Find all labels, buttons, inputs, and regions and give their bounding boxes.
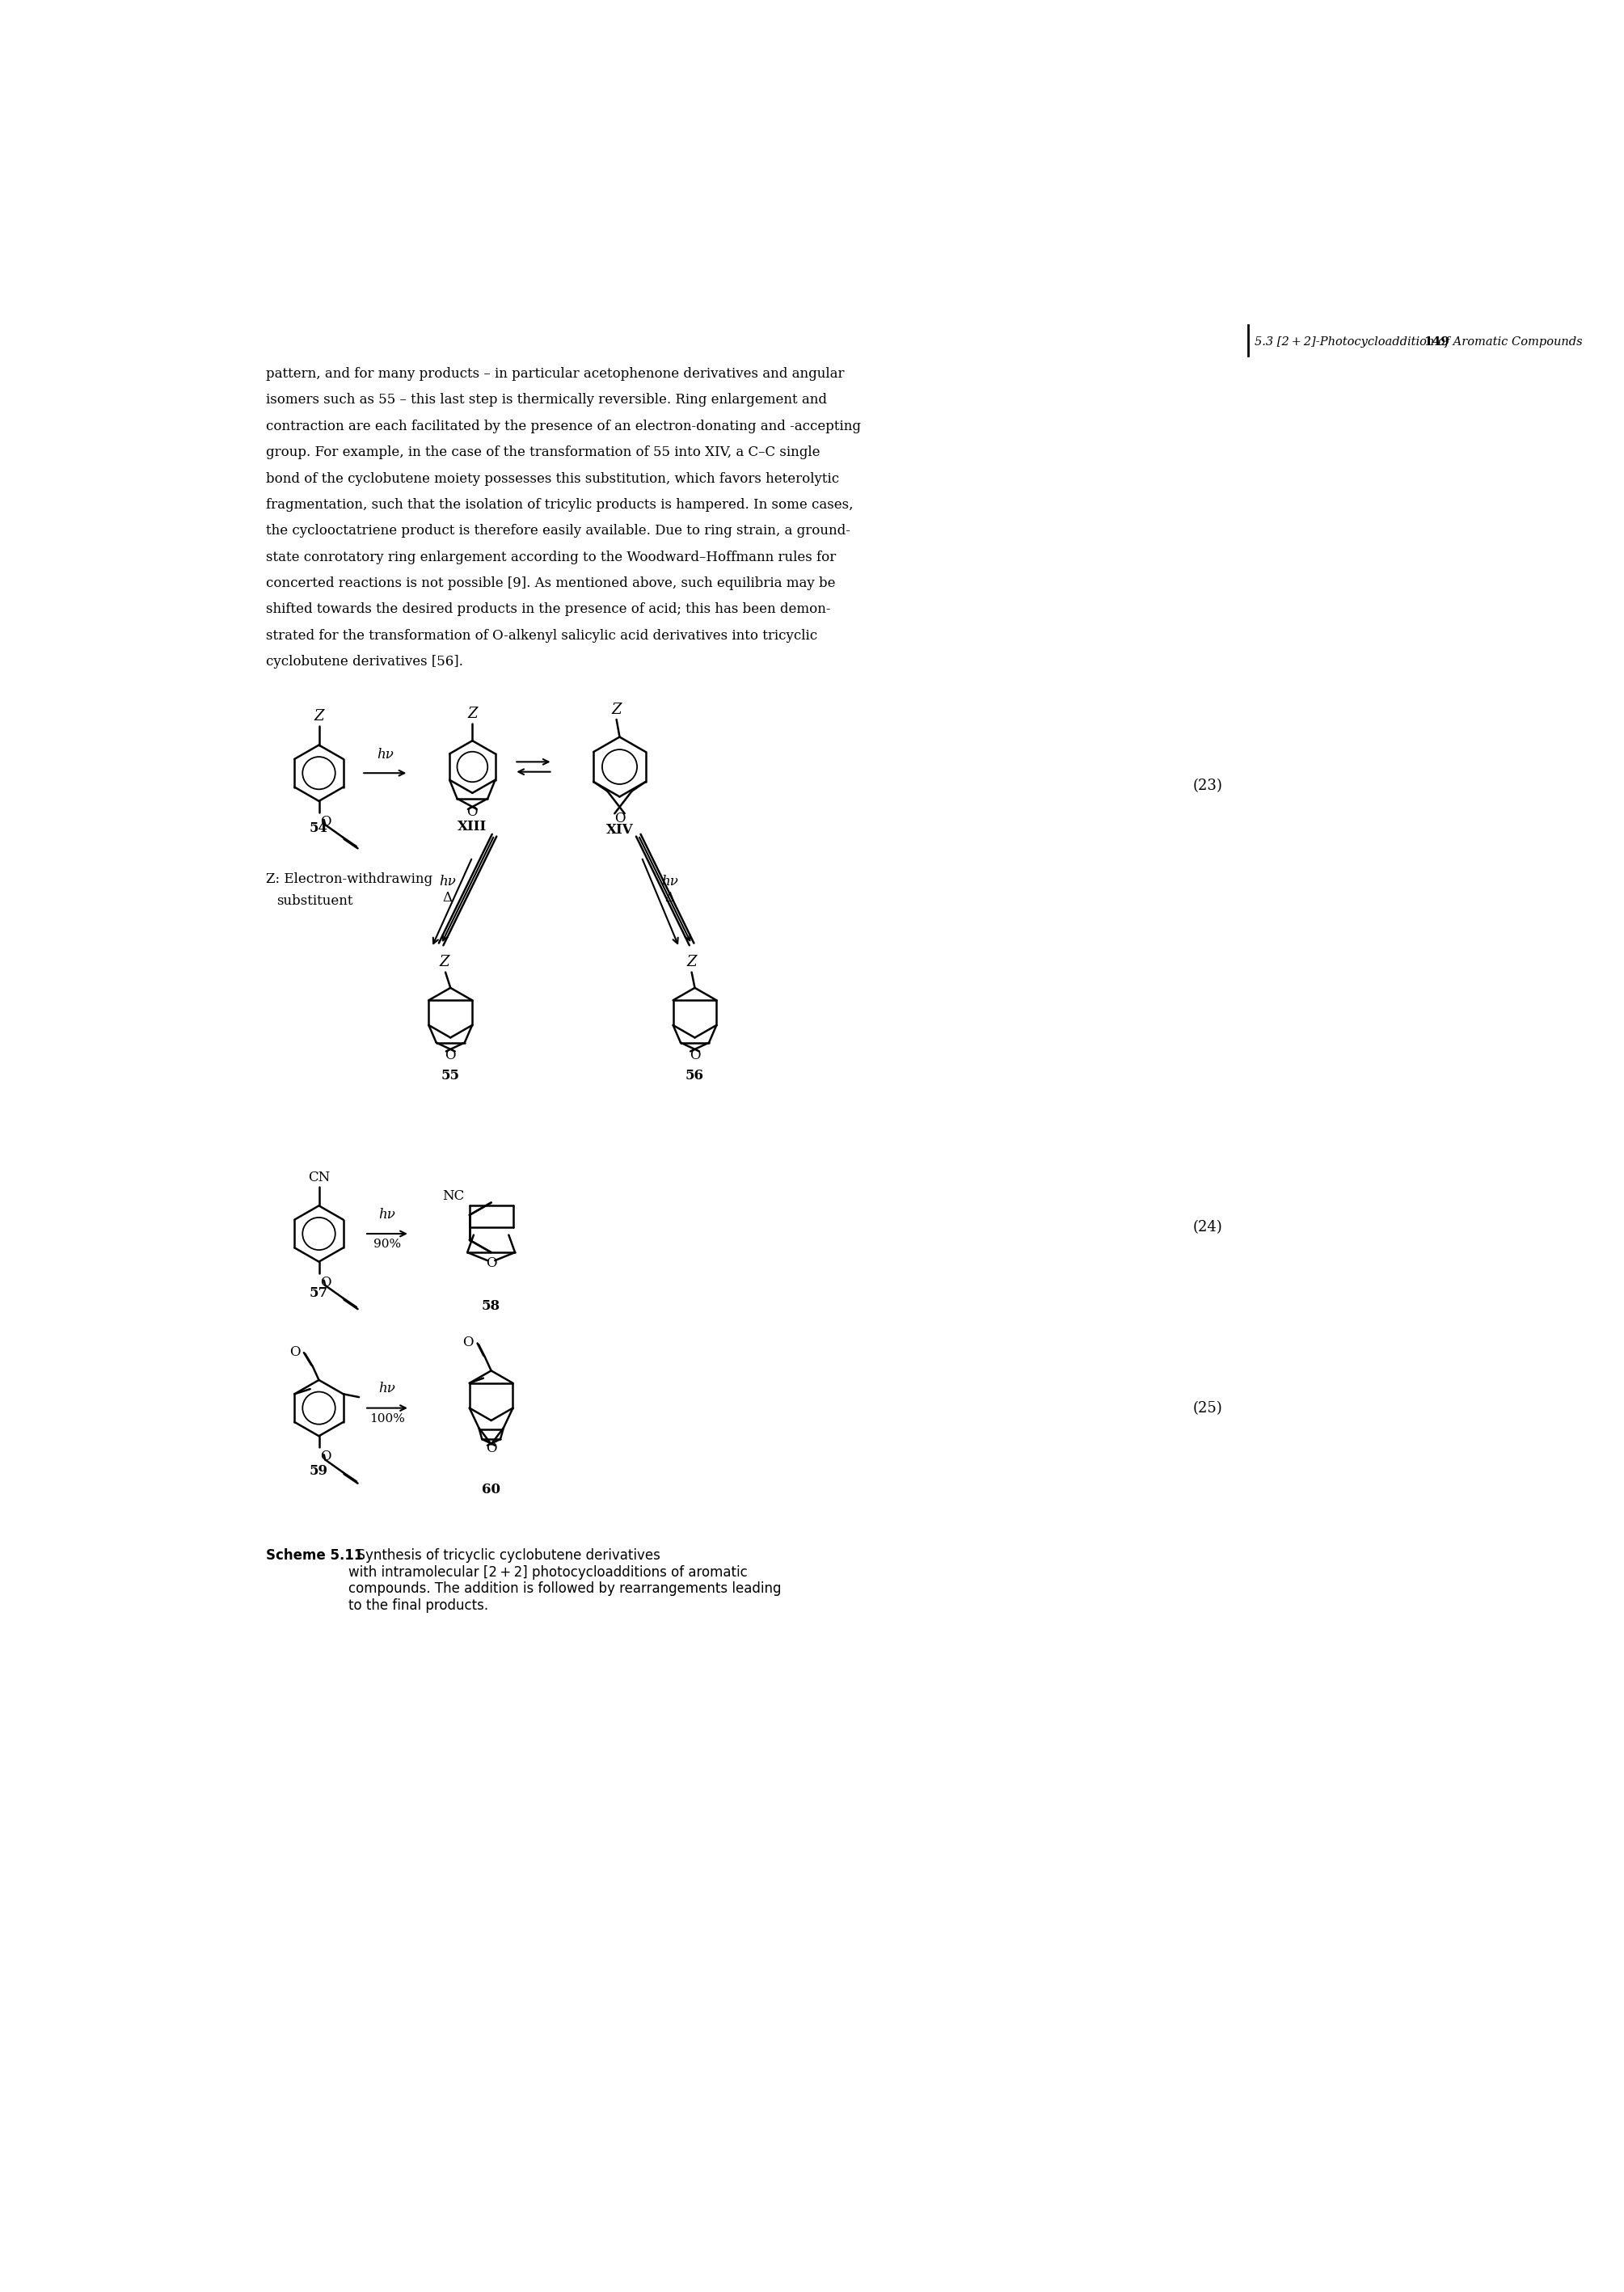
Text: 56: 56 [685,1068,705,1082]
Text: O: O [320,1274,331,1288]
Text: 5.3 [2 + 2]-Photocycloaddition of Aromatic Compounds: 5.3 [2 + 2]-Photocycloaddition of Aromat… [1254,337,1582,348]
Text: 55: 55 [442,1068,460,1082]
Text: substituent: substituent [278,894,354,908]
Text: 58: 58 [482,1300,500,1313]
Text: (25): (25) [1194,1400,1223,1414]
Text: strated for the transformation of O-alkenyl salicylic acid derivatives into tric: strated for the transformation of O-alke… [266,628,817,642]
Text: hν: hν [661,876,679,889]
Text: O: O [289,1345,300,1359]
Text: Z: Z [611,701,622,717]
Text: (24): (24) [1194,1219,1223,1235]
Text: 60: 60 [482,1483,500,1497]
Text: bond of the cyclobutene moiety possesses this substitution, which favors heterol: bond of the cyclobutene moiety possesses… [266,472,840,486]
Text: Δ: Δ [442,892,451,905]
Text: group. For example, in the case of the transformation of 55 into XIV, a C–C sing: group. For example, in the case of the t… [266,445,820,458]
Text: pattern, and for many products – in particular acetophenone derivatives and angu: pattern, and for many products – in part… [266,367,844,380]
Text: Z: Z [687,953,697,970]
Text: O: O [468,804,477,818]
Text: O: O [486,1256,497,1270]
Text: O: O [320,1451,331,1465]
Text: concerted reactions is not possible [9]. As mentioned above, such equilibria may: concerted reactions is not possible [9].… [266,575,835,589]
Text: Z: Z [468,706,477,720]
Text: hν: hν [438,876,456,889]
Text: 100%: 100% [369,1412,404,1423]
Text: XIII: XIII [458,821,487,834]
Text: NC: NC [442,1190,464,1203]
Text: hν: hν [377,747,393,761]
Text: O: O [320,814,331,827]
Text: Scheme 5.11: Scheme 5.11 [266,1547,362,1563]
Text: fragmentation, such that the isolation of tricylic products is hampered. In some: fragmentation, such that the isolation o… [266,497,853,511]
Text: O: O [463,1336,474,1350]
Text: cyclobutene derivatives [56].: cyclobutene derivatives [56]. [266,656,463,669]
Text: 59: 59 [310,1465,328,1478]
Text: Synthesis of tricyclic cyclobutene derivatives
with intramolecular [2 + 2] photo: Synthesis of tricyclic cyclobutene deriv… [348,1547,781,1614]
Text: the cyclooctatriene product is therefore easily available. Due to ring strain, a: the cyclooctatriene product is therefore… [266,525,849,539]
Text: Δ: Δ [664,892,674,905]
Text: (23): (23) [1194,779,1223,793]
Text: hν: hν [378,1382,396,1396]
Text: O: O [614,811,625,825]
Text: 54: 54 [310,821,328,834]
Text: shifted towards the desired products in the presence of acid; this has been demo: shifted towards the desired products in … [266,603,830,617]
Text: 149: 149 [1424,337,1450,348]
Text: O: O [486,1442,497,1455]
Text: CN: CN [309,1171,330,1185]
Text: Z: Electron-withdrawing: Z: Electron-withdrawing [266,873,432,887]
Text: 90%: 90% [374,1238,401,1249]
Text: 57: 57 [310,1286,328,1300]
Text: hν: hν [378,1208,396,1222]
Text: Z: Z [313,708,323,724]
Text: isomers such as 55 – this last step is thermically reversible. Ring enlargement : isomers such as 55 – this last step is t… [266,394,827,408]
Text: O: O [689,1047,700,1061]
Text: Z: Z [438,953,450,970]
Text: state conrotatory ring enlargement according to the Woodward–Hoffmann rules for: state conrotatory ring enlargement accor… [266,550,836,564]
Text: contraction are each facilitated by the presence of an electron-donating and -ac: contraction are each facilitated by the … [266,419,861,433]
Text: O: O [445,1047,456,1061]
Text: XIV: XIV [606,823,633,837]
